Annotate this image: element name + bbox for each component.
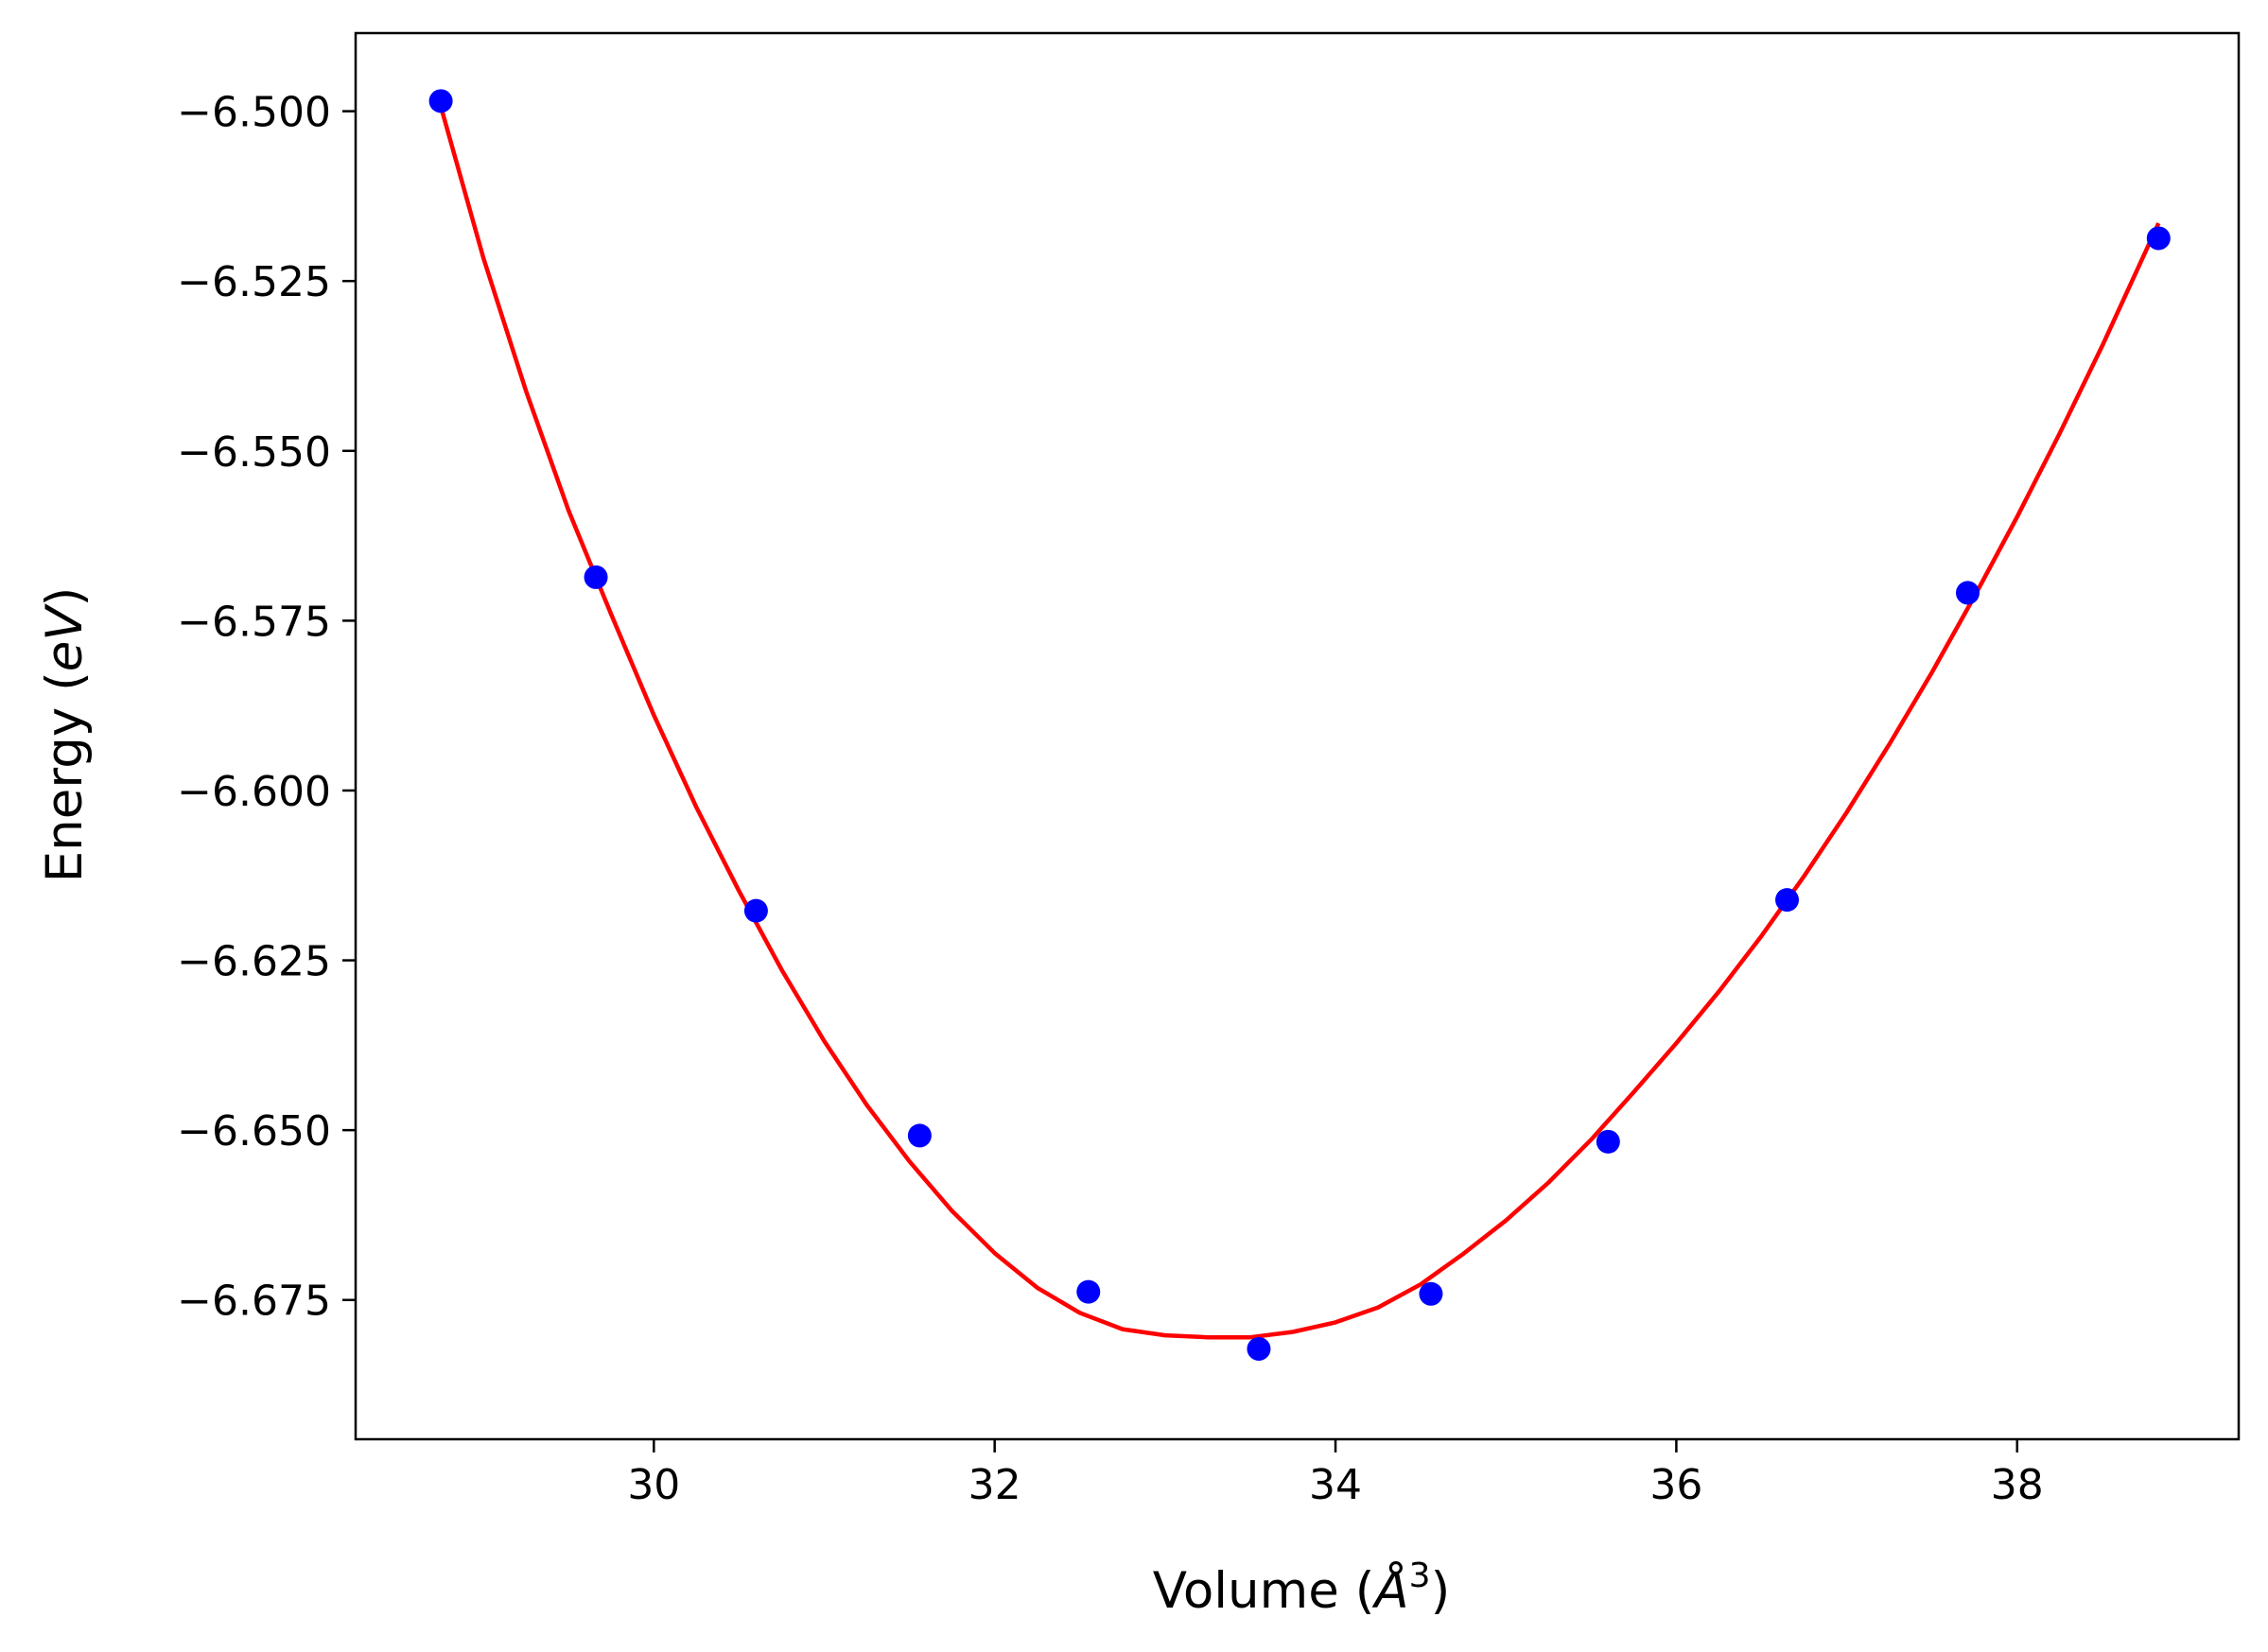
data-point	[1247, 1336, 1271, 1361]
data-point	[1596, 1129, 1620, 1154]
data-point	[2146, 226, 2171, 251]
y-tick-label: −6.650	[177, 1107, 331, 1156]
y-tick-label: −6.525	[177, 258, 331, 306]
data-point	[907, 1123, 932, 1148]
y-axis-label: Energy (eV)	[36, 587, 94, 883]
data-point	[1775, 888, 1800, 913]
data-points-layer	[428, 89, 2171, 1361]
data-point	[1956, 581, 1980, 605]
plot-frame	[354, 31, 2241, 1441]
y-tick-label: −6.575	[177, 598, 331, 646]
x-axis-label-text: Volume (	[1153, 1562, 1375, 1620]
y-tick-label: −6.600	[177, 768, 331, 816]
x-axis-label-exponent: 3	[1409, 1556, 1431, 1595]
y-tick-label: −6.500	[177, 89, 331, 137]
data-point	[1076, 1279, 1101, 1304]
data-point	[584, 565, 608, 589]
x-ticks: 30 32 34 36 38	[627, 1439, 2044, 1509]
y-tick-label: −6.675	[177, 1278, 331, 1326]
y-tick-label: −6.625	[177, 938, 331, 986]
data-point	[743, 898, 768, 923]
x-axis-label-symbol: Å	[1371, 1559, 1408, 1620]
x-axis-label-close: )	[1431, 1562, 1451, 1620]
y-axis-label-close: )	[36, 587, 94, 607]
y-axis-label-unit: eV	[36, 603, 94, 672]
x-tick-label: 36	[1649, 1461, 1702, 1509]
x-tick-label: 30	[627, 1461, 680, 1509]
y-ticks: −6.500 −6.525 −6.550 −6.575 −6.600 −6.625 −6.6…	[177, 89, 356, 1326]
x-axis-label: Volume (Å3)	[1153, 1556, 1451, 1620]
data-point	[1419, 1281, 1443, 1306]
x-tick-label: 38	[1991, 1461, 2044, 1509]
data-point	[428, 89, 453, 113]
y-axis-label-text: Energy (	[36, 671, 94, 882]
fit-curve-layer	[438, 105, 2161, 1340]
y-tick-label: −6.550	[177, 428, 331, 477]
x-tick-label: 34	[1309, 1461, 1362, 1509]
x-tick-label: 32	[968, 1461, 1021, 1509]
fit-curve	[438, 105, 2161, 1340]
